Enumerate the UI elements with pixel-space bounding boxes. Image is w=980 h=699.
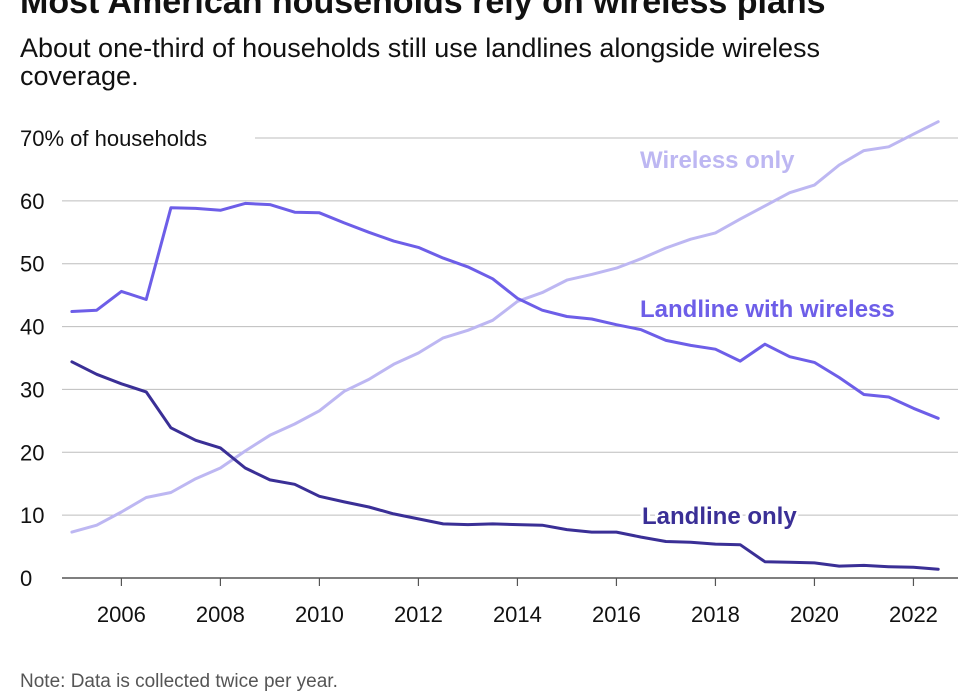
x-tick-label-2006: 2006 xyxy=(97,602,146,627)
series-label-wireless-only: Wireless only xyxy=(640,147,795,174)
x-tick-label-2022: 2022 xyxy=(889,602,938,627)
y-tick-label-10: 10 xyxy=(20,503,44,528)
x-axis-ticks: 2006 2008 2010 2012 2014 2016 2018 2020 2022 xyxy=(97,578,938,627)
series-line-wireless-only xyxy=(70,120,940,534)
series-line-landline-with-wireless xyxy=(70,201,940,420)
chart-subtitle: About one-third of households still use … xyxy=(20,33,820,91)
x-tick-label-2016: 2016 xyxy=(592,602,641,627)
series-label-landline-with-wireless: Landline with wireless xyxy=(640,296,895,323)
y-tick-label-0: 0 xyxy=(20,566,32,591)
series-label-halo-landline-only: Landline only xyxy=(642,503,797,530)
series-label-halo-landline-with-wireless: Landline with wireless xyxy=(640,296,895,323)
x-tick-label-2008: 2008 xyxy=(196,602,245,627)
x-tick-label-2010: 2010 xyxy=(295,602,344,627)
x-tick-label-2020: 2020 xyxy=(790,602,839,627)
series-label-landline-only: Landline only xyxy=(642,503,797,530)
y-tick-label-50: 50 xyxy=(20,252,44,277)
gridlines xyxy=(62,137,958,579)
x-tick-label-2018: 2018 xyxy=(691,602,740,627)
chart-title: Most American households rely on wireles… xyxy=(20,0,826,21)
y-tick-label-40: 40 xyxy=(20,315,44,340)
series-label-halo-wireless-only: Wireless only xyxy=(640,147,795,174)
y-tick-label-20: 20 xyxy=(20,440,44,465)
y-tick-label-30: 30 xyxy=(20,377,44,402)
x-tick-label-2014: 2014 xyxy=(493,602,542,627)
x-tick-label-2012: 2012 xyxy=(394,602,443,627)
series-lines xyxy=(70,120,940,571)
chart-note: Note: Data is collected twice per year. xyxy=(20,671,338,692)
series-line-landline-only xyxy=(70,360,940,571)
y-axis-ticks: 0 10 20 30 40 50 60 70% of households xyxy=(20,126,207,591)
y-tick-label-70: 70% of households xyxy=(20,126,207,151)
y-tick-label-60: 60 xyxy=(20,189,44,214)
